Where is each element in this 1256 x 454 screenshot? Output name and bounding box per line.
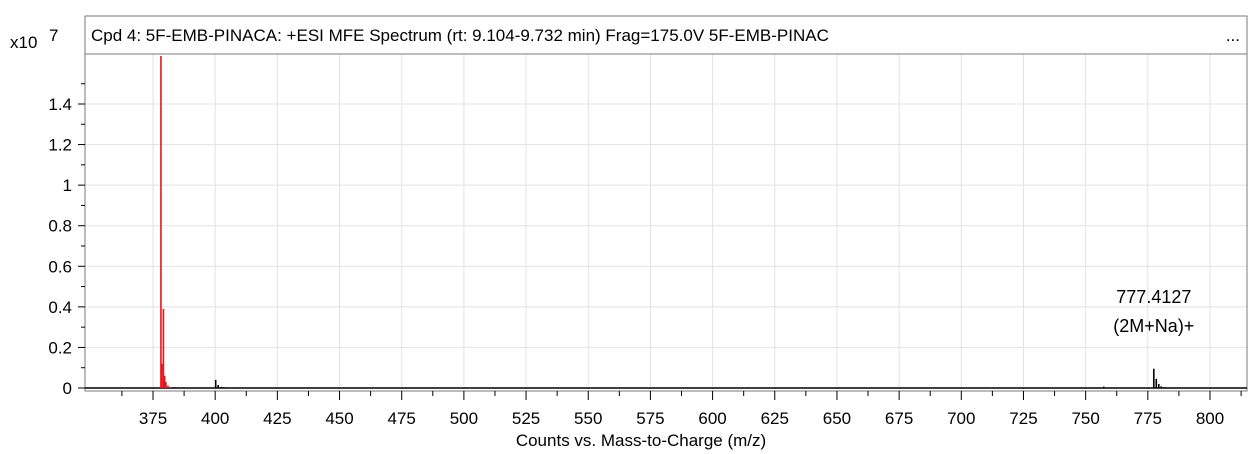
x-axis: 375 400 425 450 475 500 525 550 575 600 625 650 675 7… (121, 391, 1242, 428)
x-tick-label: 650 (823, 409, 851, 428)
y-tick-label: 0.2 (48, 338, 72, 357)
x-tick-label: 575 (636, 409, 664, 428)
x-tick-label: 750 (1071, 409, 1099, 428)
x-tick-label: 450 (325, 409, 353, 428)
y-tick-label: 1.4 (48, 95, 72, 114)
x-tick-label: 400 (201, 409, 229, 428)
spectrum-peaks (85, 56, 1247, 389)
y-tick-label: 0.8 (48, 217, 72, 236)
x-tick-label: 700 (947, 409, 975, 428)
x-tick-label: 625 (761, 409, 789, 428)
title-box (84, 15, 1248, 55)
x-tick-label: 550 (574, 409, 602, 428)
plot-frame (84, 53, 1248, 392)
x-tick-label: 475 (388, 409, 416, 428)
y-exponent: 7 (49, 26, 58, 45)
x-axis-label: Counts vs. Mass-to-Charge (m/z) (516, 431, 766, 450)
y-tick-label: 1.2 (48, 136, 72, 155)
x-tick-label: 775 (1134, 409, 1162, 428)
x-tick-label: 375 (139, 409, 167, 428)
x-tick-label: 425 (263, 409, 291, 428)
x-tick-label: 725 (1009, 409, 1037, 428)
y-tick-label: 0.4 (48, 298, 72, 317)
peak-annotations: 777.4127 (2M+Na)+ (1113, 287, 1194, 336)
peak-annotation-label: 777.4127 (1116, 287, 1191, 307)
x-tick-label: 500 (450, 409, 478, 428)
y-axis: 0 0.2 0.4 0.6 0.8 1 1.2 1.4 (48, 83, 85, 398)
x-tick-label: 800 (1196, 409, 1224, 428)
x-tick-label: 675 (885, 409, 913, 428)
peak-annotation-label: (2M+Na)+ (1113, 316, 1194, 336)
title-overflow-ellipsis: ... (1226, 26, 1240, 45)
y-tick-label: 0 (63, 379, 72, 398)
y-multiplier: x10 (10, 33, 37, 52)
x-tick-label: 600 (698, 409, 726, 428)
y-tick-label: 0.6 (48, 257, 72, 276)
y-tick-label: 1 (63, 176, 72, 195)
x-tick-label: 525 (512, 409, 540, 428)
chart-title: Cpd 4: 5F-EMB-PINACA: +ESI MFE Spectrum … (91, 26, 829, 45)
